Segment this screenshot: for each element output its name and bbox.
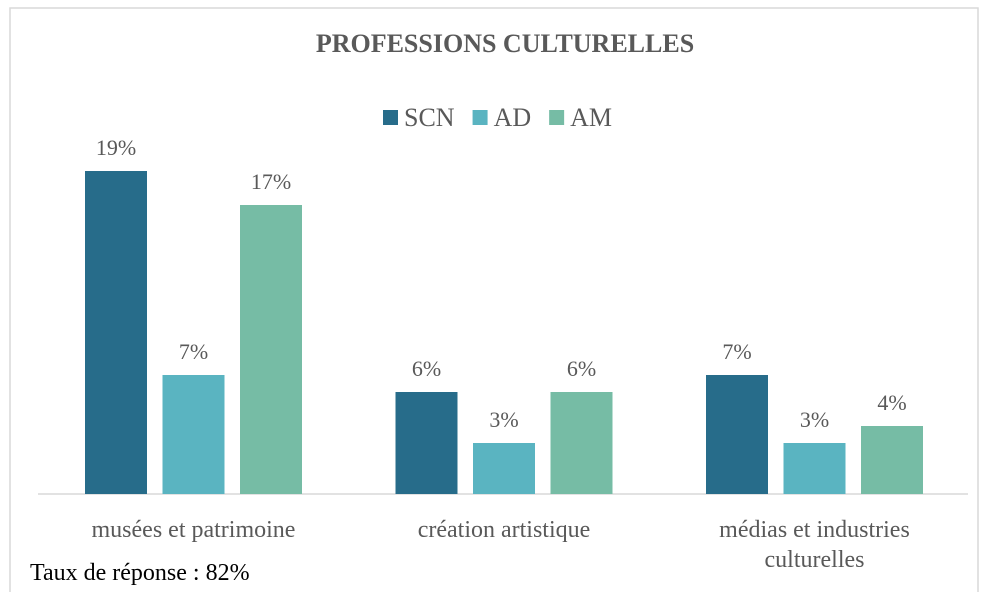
data-label: 7% bbox=[179, 339, 208, 364]
data-label: 19% bbox=[96, 135, 136, 160]
bar bbox=[550, 392, 613, 494]
bar bbox=[861, 426, 923, 494]
legend-label: SCN bbox=[404, 103, 455, 132]
legend-label: AD bbox=[494, 103, 532, 132]
data-label: 3% bbox=[489, 407, 518, 432]
bar bbox=[395, 392, 458, 494]
bar bbox=[706, 375, 768, 494]
bar bbox=[783, 443, 846, 494]
chart-title: PROFESSIONS CULTURELLES bbox=[316, 29, 694, 58]
data-label: 7% bbox=[722, 339, 751, 364]
bar bbox=[85, 171, 147, 494]
bar bbox=[240, 205, 302, 494]
x-tick-label: musées et patrimoine bbox=[91, 517, 296, 543]
legend-swatch bbox=[383, 110, 398, 125]
data-label: 6% bbox=[412, 356, 441, 381]
x-tick-label: création artistique bbox=[417, 517, 591, 543]
legend-label: AM bbox=[570, 103, 612, 132]
legend-swatch bbox=[549, 110, 565, 125]
bar bbox=[162, 375, 225, 494]
data-label: 6% bbox=[567, 356, 596, 381]
data-label: 4% bbox=[877, 390, 906, 415]
annotation: Taux de réponse : 82% bbox=[30, 560, 250, 586]
bar bbox=[473, 443, 535, 494]
data-label: 17% bbox=[251, 169, 291, 194]
x-tick-label: médias et industries culturelles bbox=[719, 517, 910, 573]
data-label: 3% bbox=[800, 407, 829, 432]
legend-swatch bbox=[472, 110, 488, 125]
chart-border bbox=[9, 7, 979, 592]
